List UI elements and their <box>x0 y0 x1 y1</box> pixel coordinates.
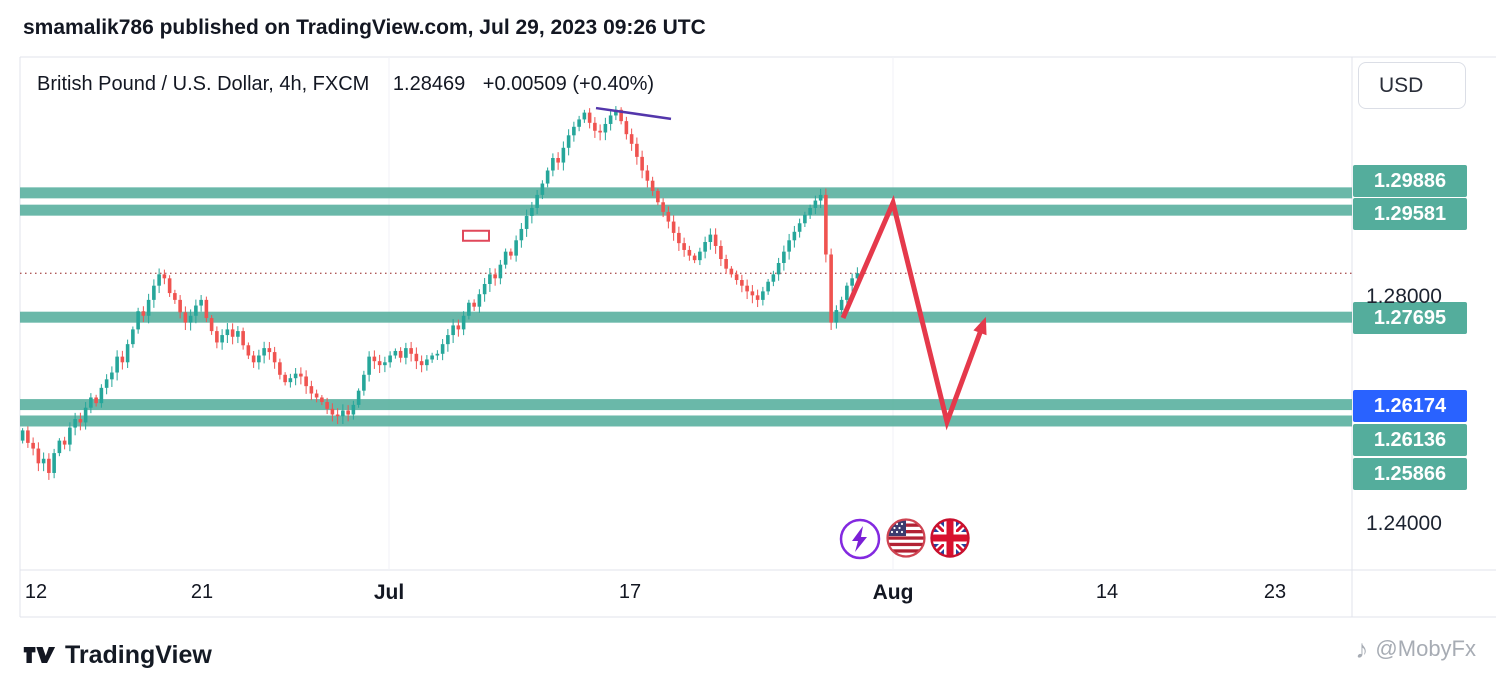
tradingview-footer-link[interactable]: TradingView <box>22 640 212 670</box>
price-level-badge[interactable]: 1.26174 <box>1353 390 1467 422</box>
trendline[interactable] <box>595 106 672 121</box>
currency-button[interactable]: USD <box>1358 62 1466 109</box>
tradingview-wordmark: TradingView <box>65 640 212 669</box>
price-level-badge[interactable]: 1.25866 <box>1353 458 1467 490</box>
price-level-badge[interactable]: 1.29581 <box>1353 198 1467 230</box>
time-axis-label: 23 <box>1263 581 1287 603</box>
time-axis[interactable] <box>20 570 1352 617</box>
time-axis-label: Aug <box>872 581 914 604</box>
support-resistance-band[interactable] <box>20 415 1352 427</box>
time-axis-label: 12 <box>24 581 48 603</box>
watermark-handle: @MobyFx <box>1375 636 1476 661</box>
price-level-badge[interactable]: 1.29886 <box>1353 165 1467 197</box>
support-resistance-band[interactable] <box>20 187 1352 199</box>
lightning-icon[interactable] <box>839 518 881 560</box>
projection-arrow[interactable] <box>840 195 984 431</box>
projection-arrowhead <box>973 316 987 336</box>
time-axis-label: 17 <box>618 581 642 603</box>
price-change-pct: (+0.40%) <box>572 73 655 95</box>
price-level-badge[interactable]: 1.27695 <box>1353 302 1467 334</box>
tradingview-logo-icon <box>23 646 56 664</box>
time-axis-label: 21 <box>190 581 214 603</box>
price-axis-label: 1.28000 <box>1366 285 1442 308</box>
music-note-icon: ♪ <box>1355 634 1369 664</box>
price-level-badge[interactable]: 1.26136 <box>1353 424 1467 456</box>
support-resistance-band[interactable] <box>20 399 1352 411</box>
price-axis-label: 1.24000 <box>1366 512 1442 535</box>
candlestick-layer <box>20 106 860 480</box>
chart-legend: British Pound / U.S. Dollar, 4h, FXCM 1.… <box>37 73 654 96</box>
support-resistance-band[interactable] <box>20 204 1352 216</box>
us-flag-icon[interactable] <box>885 517 927 559</box>
time-axis-label: Jul <box>373 581 405 604</box>
uk-flag-icon[interactable] <box>929 517 971 559</box>
support-resistance-band[interactable] <box>20 311 1352 323</box>
symbol-title[interactable]: British Pound / U.S. Dollar, 4h, FXCM <box>37 73 370 95</box>
last-price: 1.28469 <box>392 73 466 95</box>
author-watermark: ♪ @MobyFx <box>1355 636 1476 662</box>
annotation-box[interactable] <box>462 229 490 242</box>
publish-byline: smamalik786 published on TradingView.com… <box>23 16 706 39</box>
price-axis[interactable] <box>1352 57 1496 570</box>
time-axis-label: 14 <box>1095 581 1119 603</box>
price-change: +0.00509 <box>482 73 567 95</box>
